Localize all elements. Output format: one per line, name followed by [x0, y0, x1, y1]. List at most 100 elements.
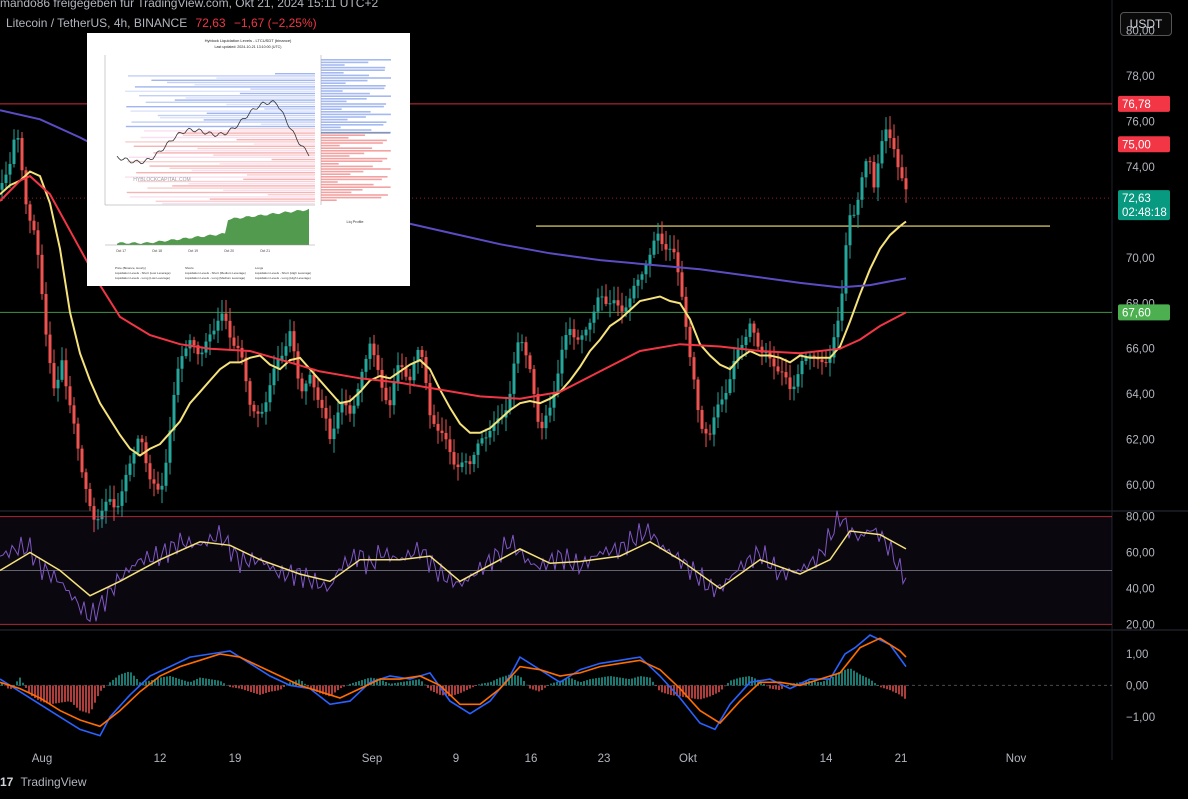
candle-body: [640, 274, 644, 280]
candle-body: [360, 371, 364, 389]
macd-histogram-bar: [466, 685, 468, 690]
inset-liq-bar: [226, 103, 315, 106]
candle: [464, 453, 468, 475]
y-tick-label: 80,00: [1126, 26, 1155, 38]
macd-histogram-bar: [835, 674, 837, 686]
macd-histogram-bar: [304, 683, 306, 686]
inset-liq-bar: [126, 106, 315, 108]
inset-liq-bar: [134, 86, 315, 88]
macd-histogram-bar: [64, 685, 66, 702]
macd-line: [0, 634, 907, 737]
candle-body: [704, 428, 708, 434]
macd-histogram-bar: [868, 678, 870, 686]
price-label: 72,63: [1118, 190, 1170, 207]
candle: [432, 404, 436, 427]
macd-histogram-bar: [601, 677, 603, 686]
macd-histogram-bar: [331, 685, 333, 695]
candle: [672, 235, 676, 260]
price-label-text: 72,63: [1122, 193, 1151, 205]
candle-body: [648, 254, 652, 265]
candle: [180, 345, 184, 383]
inset-legend-item: Longs: [255, 266, 264, 270]
inset-profile-bar: [321, 103, 387, 105]
candle: [176, 356, 180, 403]
inset-profile-bar: [321, 105, 384, 108]
candle: [372, 334, 376, 367]
macd-histogram-bar: [238, 685, 240, 689]
candle: [580, 329, 584, 354]
macd-histogram-bar: [664, 685, 666, 694]
macd-histogram-bar: [394, 683, 396, 686]
macd-histogram-bar: [157, 678, 159, 686]
macd-histogram-bar: [427, 685, 429, 688]
macd-histogram-bar: [508, 674, 510, 686]
candle-body: [440, 430, 444, 434]
candle: [288, 319, 292, 353]
currency-button[interactable]: USDT: [1120, 12, 1172, 36]
macd-histogram-bar: [79, 685, 81, 711]
price-label-bg: [1118, 95, 1170, 112]
candle: [380, 357, 384, 402]
inset-profile-bar: [321, 85, 386, 87]
candle-body: [888, 129, 892, 139]
macd-histogram-bar: [778, 685, 780, 690]
candle-body: [228, 320, 232, 338]
inset-liq-bar: [229, 128, 315, 130]
candle: [44, 282, 48, 347]
macd-histogram-bar: [283, 685, 285, 687]
candle-body: [168, 430, 172, 463]
candle: [756, 328, 760, 352]
inset-x-tick: Oct 18: [152, 249, 162, 253]
macd-histogram-bar: [865, 677, 867, 686]
candle-body: [180, 356, 184, 369]
macd-histogram-bar: [76, 685, 78, 708]
macd-histogram-bar: [814, 681, 816, 686]
candle-body: [432, 415, 436, 424]
macd-histogram-bar: [874, 683, 876, 686]
candle: [516, 332, 520, 374]
macd-histogram-bar: [529, 685, 531, 689]
inset-profile-bar: [321, 131, 391, 134]
candle: [708, 424, 712, 441]
candle: [328, 405, 332, 445]
macd-histogram-bar: [220, 681, 222, 686]
candle: [760, 339, 764, 366]
candle-body: [152, 479, 156, 484]
macd-histogram-bar: [832, 676, 834, 686]
inset-x-tick: Oct 19: [188, 249, 198, 253]
candle: [356, 383, 360, 409]
rsi-y-tick-label: 20,00: [1126, 619, 1155, 631]
macd-histogram-bar: [280, 685, 282, 690]
candle-body: [472, 454, 476, 465]
inset-liq-bar: [182, 134, 315, 136]
inset-liq-bar: [130, 110, 315, 112]
candle-body: [512, 363, 516, 394]
inset-liq-bar: [253, 143, 315, 145]
candle-body: [232, 337, 236, 346]
candle: [128, 455, 132, 482]
macd-histogram-bar: [892, 685, 894, 692]
candle-body: [204, 341, 208, 353]
macd-histogram-bar: [28, 685, 30, 694]
candle: [616, 286, 620, 317]
inset-profile-bar: [321, 74, 370, 77]
candle-body: [392, 381, 396, 406]
candle-body: [804, 356, 808, 361]
candle-body: [272, 368, 276, 386]
macd-histogram-bar: [457, 685, 459, 694]
candle-body: [876, 163, 880, 188]
candle-body: [156, 483, 160, 490]
candle: [816, 351, 820, 369]
last-price: 72,63: [195, 16, 226, 30]
macd-histogram-bar: [277, 685, 279, 691]
candle-body: [104, 501, 108, 511]
candle-body: [248, 381, 252, 405]
inset-liq-bar: [243, 178, 315, 180]
macd-histogram-bar: [418, 679, 420, 686]
macd-histogram-bar: [97, 685, 99, 697]
macd-histogram-bar: [247, 685, 249, 692]
candle-body: [116, 505, 120, 508]
macd-histogram-bar: [169, 676, 171, 686]
symbol-legend: Litecoin / TetherUS, 4h, BINANCE 72,63 −…: [6, 16, 317, 30]
